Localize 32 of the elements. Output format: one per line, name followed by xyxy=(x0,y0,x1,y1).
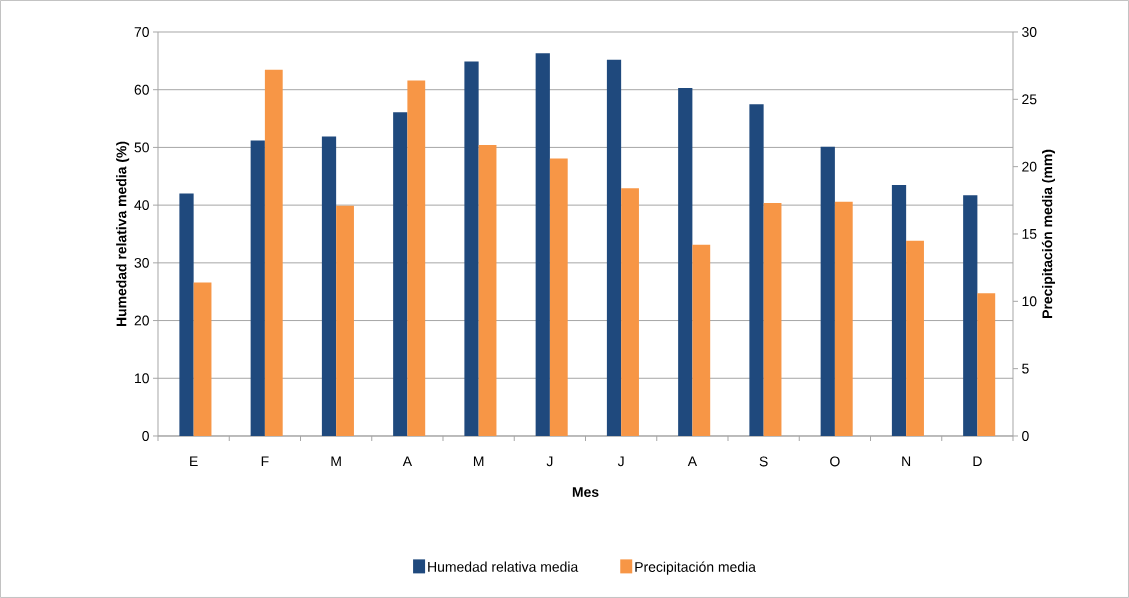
y2-tick-label: 25 xyxy=(1022,94,1037,105)
y-tick-label: 50 xyxy=(134,142,149,153)
y2-tick-label: 0 xyxy=(1022,431,1029,441)
x-axis-title: Mes xyxy=(572,487,599,497)
y-tick-label: 70 xyxy=(134,27,149,37)
legend-label: Humedad relativa media xyxy=(428,561,579,572)
y-tick-label: 0 xyxy=(142,431,149,441)
x-tick-label: A xyxy=(402,456,413,467)
y-tick-label: 20 xyxy=(134,315,149,326)
x-tick-label: J xyxy=(546,456,553,467)
x-tick-label: M xyxy=(331,456,341,467)
y-tick-label: 30 xyxy=(134,257,149,268)
y2-axis-title: Precipitación media (mm) xyxy=(1041,149,1056,318)
x-tick-label: D xyxy=(973,456,982,467)
y-tick-label: 10 xyxy=(135,373,149,384)
x-tick-label: M xyxy=(473,456,484,467)
y2-tick-label: 30 xyxy=(1022,27,1037,37)
x-tick-label: O xyxy=(830,456,840,467)
x-tick-label: J xyxy=(617,456,624,467)
y-tick-label: 60 xyxy=(134,84,149,95)
x-tick-label: F xyxy=(261,456,269,467)
x-tick-label: S xyxy=(759,456,768,467)
x-tick-label: N xyxy=(902,456,911,467)
x-tick-label: E xyxy=(190,456,198,467)
y-axis-title: Humedad relativa media (%) xyxy=(116,141,130,327)
x-tick-label: A xyxy=(687,456,698,467)
y-tick-label: 40 xyxy=(134,200,149,211)
y2-tick-label: 20 xyxy=(1022,161,1037,172)
y2-tick-label: 5 xyxy=(1022,363,1029,374)
legend-label: Precipitación media xyxy=(635,561,756,575)
y2-tick-label: 15 xyxy=(1022,229,1037,239)
y2-tick-label: 10 xyxy=(1022,296,1037,307)
